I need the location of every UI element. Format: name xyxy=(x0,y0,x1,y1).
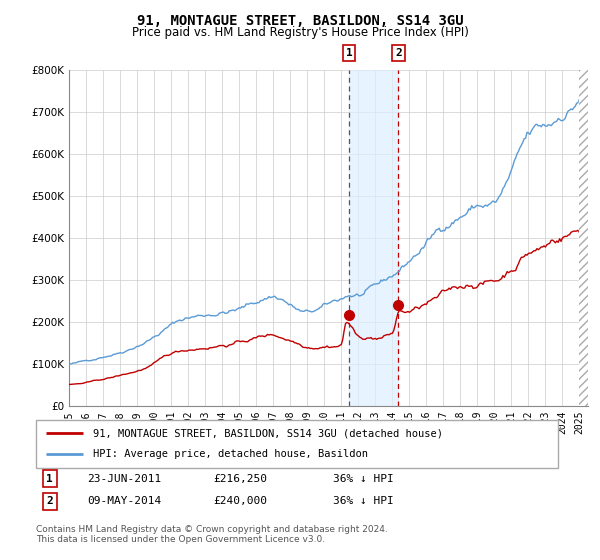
Text: 2: 2 xyxy=(395,48,402,58)
Text: Price paid vs. HM Land Registry's House Price Index (HPI): Price paid vs. HM Land Registry's House … xyxy=(131,26,469,39)
Bar xyxy=(349,70,398,406)
Text: 36% ↓ HPI: 36% ↓ HPI xyxy=(333,474,394,484)
Text: 09-MAY-2014: 09-MAY-2014 xyxy=(87,496,161,506)
Text: Contains HM Land Registry data © Crown copyright and database right 2024.: Contains HM Land Registry data © Crown c… xyxy=(36,525,388,534)
Text: 23-JUN-2011: 23-JUN-2011 xyxy=(87,474,161,484)
Text: 2: 2 xyxy=(46,496,53,506)
Text: 1: 1 xyxy=(46,474,53,484)
Text: 91, MONTAGUE STREET, BASILDON, SS14 3GU (detached house): 91, MONTAGUE STREET, BASILDON, SS14 3GU … xyxy=(94,428,443,438)
Bar xyxy=(580,70,588,406)
Text: £216,250: £216,250 xyxy=(213,474,267,484)
Text: 91, MONTAGUE STREET, BASILDON, SS14 3GU: 91, MONTAGUE STREET, BASILDON, SS14 3GU xyxy=(137,14,463,28)
FancyBboxPatch shape xyxy=(36,420,558,468)
Text: HPI: Average price, detached house, Basildon: HPI: Average price, detached house, Basi… xyxy=(94,449,368,459)
Text: 36% ↓ HPI: 36% ↓ HPI xyxy=(333,496,394,506)
Text: This data is licensed under the Open Government Licence v3.0.: This data is licensed under the Open Gov… xyxy=(36,535,325,544)
Text: 1: 1 xyxy=(346,48,353,58)
Bar xyxy=(580,70,588,406)
Text: £240,000: £240,000 xyxy=(213,496,267,506)
